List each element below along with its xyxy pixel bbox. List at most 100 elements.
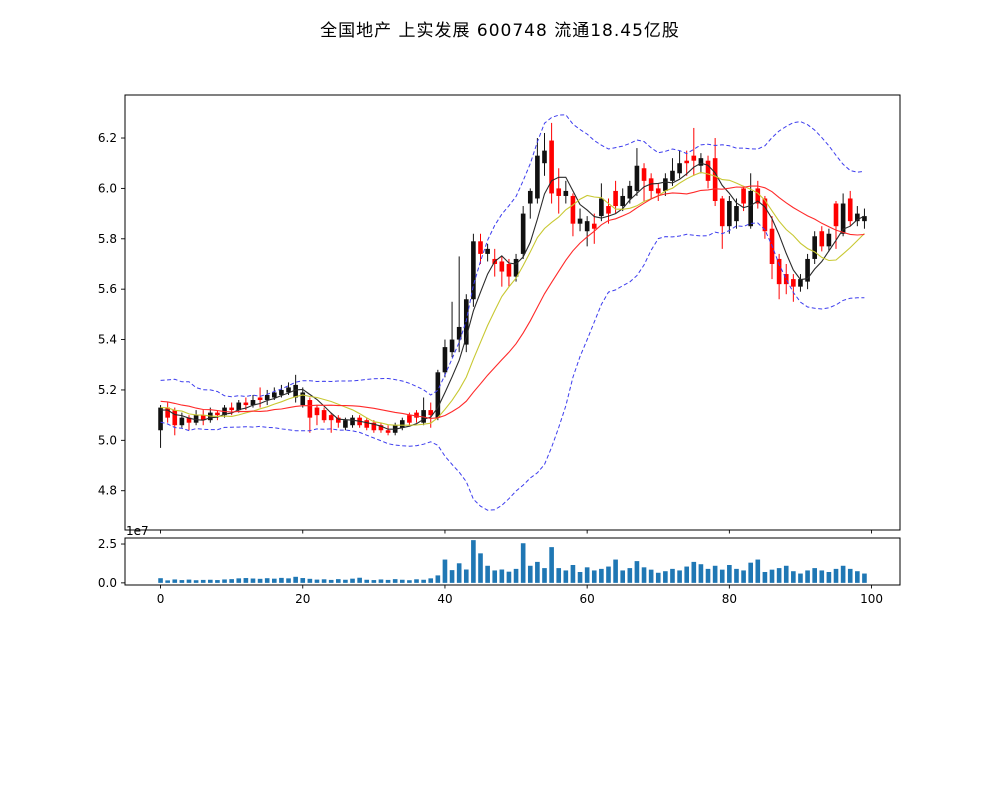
- candle-down: [847, 198, 853, 222]
- volume-bar: [734, 568, 739, 583]
- volume-bar: [407, 580, 412, 583]
- candle-down: [243, 402, 249, 406]
- volume-bar: [442, 559, 448, 583]
- volume-bar: [179, 580, 185, 583]
- volume-bar: [506, 571, 512, 583]
- volume-bar: [755, 559, 761, 583]
- volume-bar: [862, 573, 867, 583]
- volume-bar: [414, 579, 419, 583]
- candle-up: [727, 201, 732, 227]
- candle-down: [591, 223, 597, 229]
- volume-tick-label: 0.0: [98, 576, 117, 590]
- candle-down: [613, 190, 618, 207]
- volume-bar: [591, 570, 597, 583]
- candle-up: [286, 387, 291, 393]
- volume-bar: [236, 578, 242, 583]
- volume-bar: [229, 579, 234, 583]
- candle-up: [485, 248, 490, 254]
- volume-bar: [826, 571, 832, 583]
- candle-up: [577, 218, 583, 224]
- volume-bar: [691, 561, 697, 583]
- volume-bar: [314, 579, 320, 583]
- x-tick-label: 40: [437, 592, 452, 606]
- bollinger-lower-band: [160, 222, 865, 511]
- volume-bar: [257, 578, 263, 583]
- volume-bar: [328, 579, 334, 583]
- candle-up: [343, 420, 348, 428]
- candle-up: [471, 241, 476, 300]
- volume-bar: [840, 565, 846, 583]
- candle-up: [527, 190, 533, 204]
- candle-down: [321, 410, 327, 421]
- volume-bar: [193, 580, 199, 583]
- volume-bar: [762, 571, 768, 583]
- volume-bar: [286, 578, 291, 583]
- volume-bar: [272, 578, 277, 583]
- volume-bar: [222, 579, 227, 583]
- ma-line-20: [160, 185, 865, 419]
- candle-up: [264, 394, 270, 401]
- chart-title: 全国地产 上实发展 600748 流通18.45亿股: [320, 21, 680, 41]
- price-tick-label: 5.8: [98, 232, 117, 246]
- candle-down: [570, 195, 576, 224]
- candle-up: [584, 221, 590, 232]
- volume-bar: [570, 564, 576, 583]
- volume-bar: [599, 568, 604, 583]
- candle-up: [300, 392, 306, 406]
- candle-down: [364, 420, 370, 428]
- volume-bar: [727, 564, 732, 583]
- volume-bar: [399, 579, 405, 583]
- volume-bar: [250, 578, 256, 583]
- candle-up: [627, 185, 633, 199]
- volume-bar: [535, 561, 540, 583]
- volume-bar: [705, 568, 711, 583]
- volume-bar: [556, 568, 562, 583]
- volume-bar: [485, 565, 490, 583]
- candle-down: [499, 261, 505, 272]
- candle-up: [179, 417, 185, 426]
- volume-bar: [542, 568, 547, 583]
- volume-bar: [748, 562, 753, 583]
- candle-up: [734, 206, 739, 222]
- volume-bar: [492, 570, 498, 583]
- candle-down: [200, 415, 206, 421]
- volume-bar: [343, 579, 348, 583]
- candle-down: [215, 412, 220, 416]
- candle-down: [762, 198, 768, 232]
- candle-up: [279, 389, 284, 395]
- volume-bar: [456, 563, 462, 583]
- volume-bar: [627, 568, 633, 583]
- volume-bar: [798, 573, 803, 583]
- candle-down: [335, 417, 341, 423]
- volume-bar: [264, 578, 270, 583]
- volume-bar: [670, 568, 675, 583]
- volume-bar: [783, 565, 789, 583]
- volume-bar: [463, 569, 469, 583]
- volume-bar: [847, 568, 853, 583]
- volume-bar: [200, 579, 206, 583]
- candle-up: [563, 190, 569, 196]
- volume-bar: [435, 575, 441, 583]
- volume-bar: [641, 567, 647, 583]
- volume-bar: [577, 571, 583, 583]
- volume-bar: [350, 578, 355, 583]
- volume-plot-area: [158, 540, 867, 583]
- x-tick-label: 80: [722, 592, 737, 606]
- candle-up: [677, 163, 682, 174]
- volume-bar: [776, 568, 782, 583]
- candle-up: [855, 213, 860, 222]
- ma-line-5: [160, 162, 865, 430]
- x-tick-label: 20: [295, 592, 310, 606]
- candle-up: [812, 236, 817, 259]
- volume-bar: [293, 576, 298, 583]
- volume-bar: [421, 579, 426, 583]
- candle-down: [556, 188, 562, 196]
- volume-bar: [584, 567, 590, 583]
- candle-down: [229, 407, 234, 411]
- volume-bar: [812, 568, 817, 583]
- candle-up: [442, 347, 448, 373]
- price-tick-label: 6.2: [98, 131, 117, 145]
- candle-up: [542, 150, 547, 164]
